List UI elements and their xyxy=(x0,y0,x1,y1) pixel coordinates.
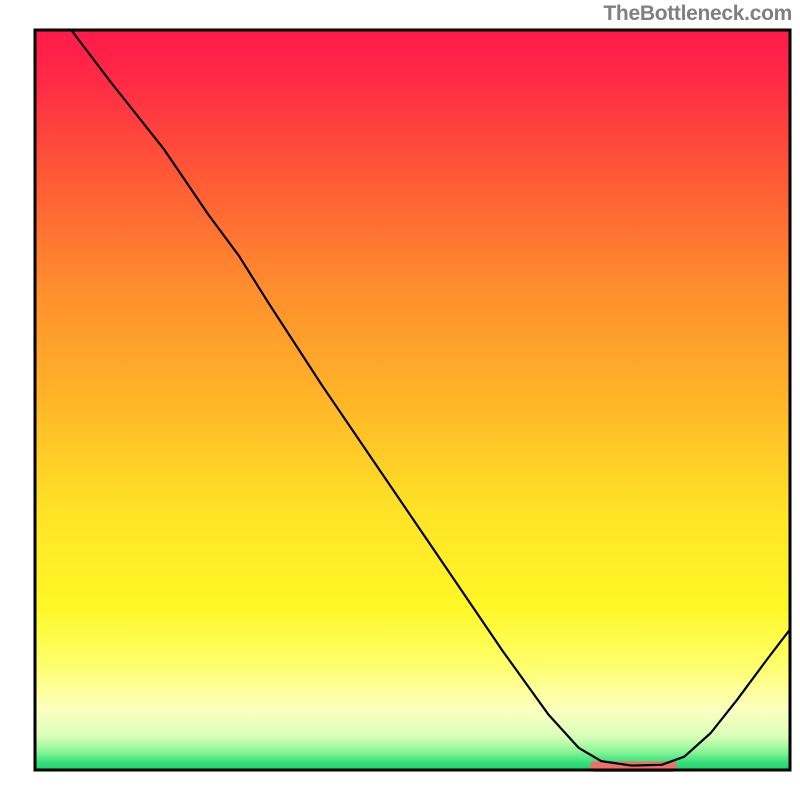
plot-background xyxy=(35,30,790,770)
bottleneck-chart xyxy=(0,0,800,800)
watermark-text: TheBottleneck.com xyxy=(603,2,792,26)
